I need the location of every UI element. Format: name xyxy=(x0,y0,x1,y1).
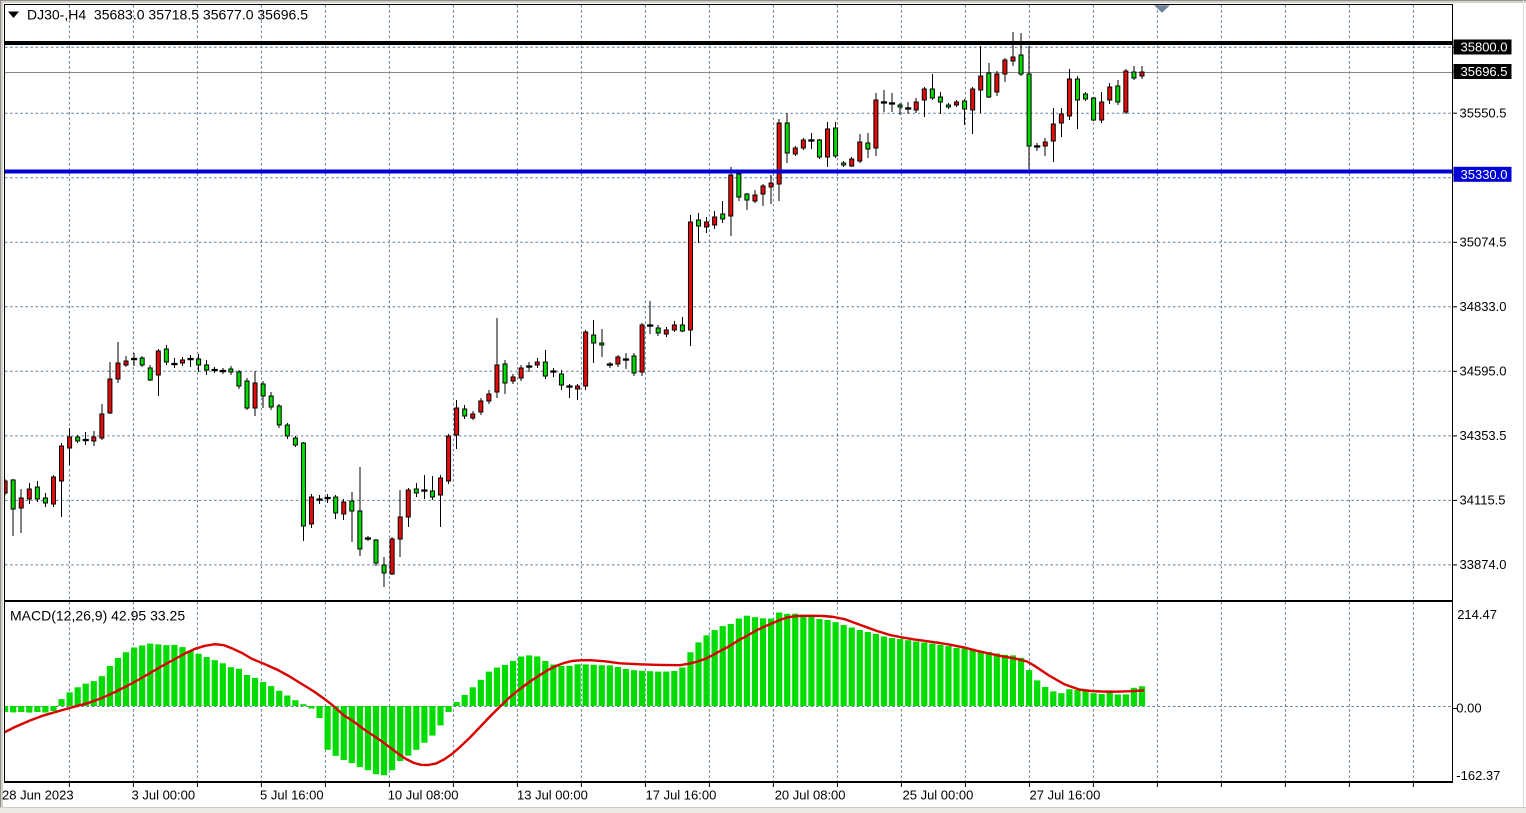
svg-text:DJ30-,H4 35683.0 35718.5 3567: DJ30-,H4 35683.0 35718.5 35677.0 35696.5 xyxy=(27,7,308,23)
svg-text:214.47: 214.47 xyxy=(1457,607,1497,622)
svg-text:13 Jul 00:00: 13 Jul 00:00 xyxy=(517,788,588,803)
svg-text:34115.5: 34115.5 xyxy=(1460,493,1506,508)
svg-text:34595.0: 34595.0 xyxy=(1460,363,1507,378)
svg-text:10 Jul 08:00: 10 Jul 08:00 xyxy=(388,788,459,803)
svg-text:35696.5: 35696.5 xyxy=(1461,64,1508,79)
svg-text:35800.0: 35800.0 xyxy=(1461,40,1508,55)
svg-text:-162.37: -162.37 xyxy=(1456,768,1500,783)
svg-text:0.00: 0.00 xyxy=(1456,701,1481,716)
svg-text:34833.0: 34833.0 xyxy=(1460,299,1507,314)
svg-text:33874.0: 33874.0 xyxy=(1460,557,1507,572)
svg-text:35074.5: 35074.5 xyxy=(1460,234,1507,249)
svg-text:35550.5: 35550.5 xyxy=(1460,105,1507,120)
svg-text:28 Jun 2023: 28 Jun 2023 xyxy=(2,788,74,803)
svg-text:27 Jul 16:00: 27 Jul 16:00 xyxy=(1030,788,1101,803)
svg-text:35330.0: 35330.0 xyxy=(1461,167,1508,182)
svg-text:25 Jul 00:00: 25 Jul 00:00 xyxy=(903,788,974,803)
svg-text:3 Jul 00:00: 3 Jul 00:00 xyxy=(132,788,196,803)
svg-text:17 Jul 16:00: 17 Jul 16:00 xyxy=(646,788,717,803)
svg-text:34353.5: 34353.5 xyxy=(1460,428,1507,443)
svg-text:5 Jul 16:00: 5 Jul 16:00 xyxy=(260,788,324,803)
svg-text:20 Jul 08:00: 20 Jul 08:00 xyxy=(775,788,846,803)
svg-text:MACD(12,26,9) 42.95 33.25: MACD(12,26,9) 42.95 33.25 xyxy=(10,608,185,624)
